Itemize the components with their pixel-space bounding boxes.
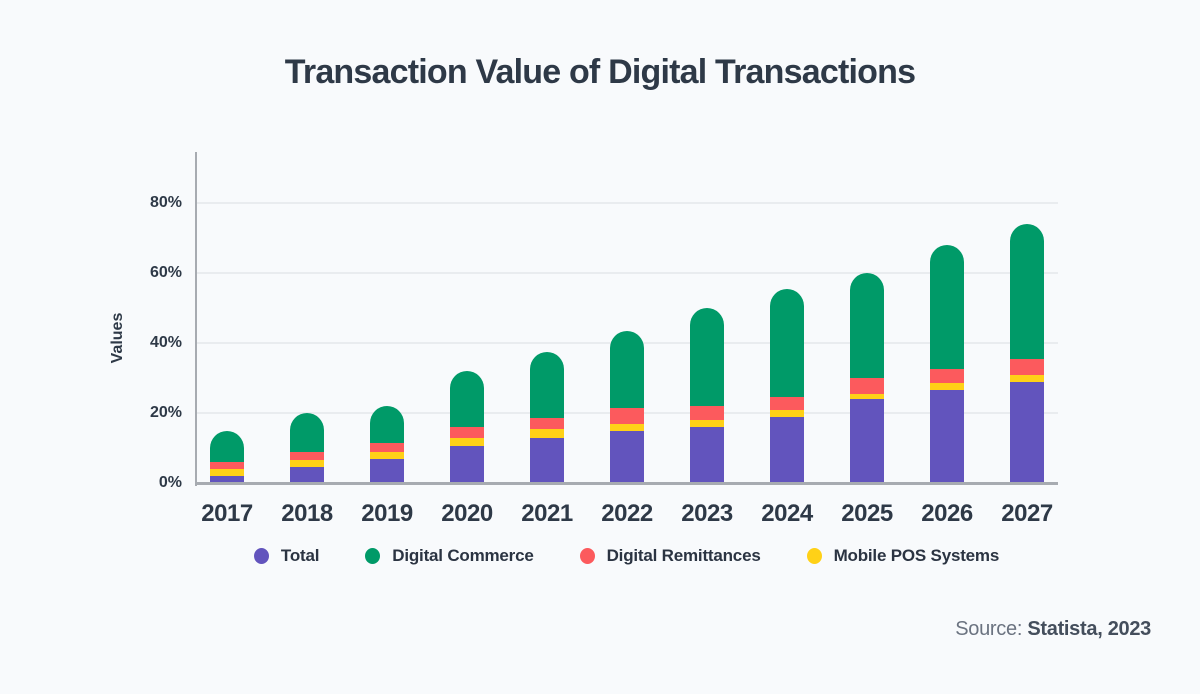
segment-digital-commerce: [210, 430, 244, 462]
segment-mobile-pos-systems: [530, 428, 564, 438]
legend-dot-total: [253, 548, 269, 564]
segment-mobile-pos-systems: [690, 420, 724, 427]
segment-total: [850, 399, 884, 483]
segment-digital-remittances: [930, 369, 964, 384]
x-label-2020: 2020: [441, 500, 493, 527]
x-axis-line: [195, 482, 1058, 485]
segment-total: [930, 390, 964, 483]
segment-mobile-pos-systems: [290, 460, 324, 468]
gridline-60: [195, 272, 1058, 274]
segment-digital-commerce: [1010, 224, 1044, 359]
legend-item-digital-commerce: Digital Commerce: [365, 546, 534, 566]
segment-total: [770, 416, 804, 483]
x-label-2021: 2021: [521, 500, 573, 527]
segment-digital-remittances: [370, 442, 404, 452]
segment-digital-commerce: [850, 273, 884, 378]
segment-mobile-pos-systems: [770, 409, 804, 417]
y-axis-title: Values: [109, 312, 126, 364]
segment-digital-remittances: [770, 397, 804, 410]
segment-digital-commerce: [450, 371, 484, 427]
y-tick-40: 40%: [149, 334, 182, 351]
bar-2026: [930, 245, 964, 483]
segment-digital-remittances: [690, 406, 724, 420]
legend-label-digital-remittances: Digital Remittances: [606, 546, 761, 565]
segment-mobile-pos-systems: [1010, 374, 1044, 382]
segment-total: [450, 446, 484, 483]
legend-item-total: Total: [253, 546, 320, 566]
x-label-2027: 2027: [1001, 500, 1053, 527]
segment-digital-commerce: [690, 308, 724, 406]
bar-2021: [530, 351, 564, 483]
source-value: Statista, 2023: [1027, 618, 1151, 640]
segment-digital-remittances: [1010, 358, 1044, 375]
y-tick-60: 60%: [149, 264, 182, 281]
segment-digital-remittances: [530, 418, 564, 429]
source-note: Source: Statista, 2023: [955, 618, 1151, 641]
bar-2020: [450, 371, 484, 483]
legend-dot-digital-commerce: [365, 548, 381, 564]
legend-dot-mobile-pos-systems: [806, 548, 822, 564]
bar-2018: [290, 413, 324, 483]
x-label-2022: 2022: [601, 500, 653, 527]
bar-2019: [370, 406, 404, 483]
x-label-2025: 2025: [841, 500, 893, 527]
gridline-80: [195, 202, 1058, 204]
segment-mobile-pos-systems: [210, 469, 244, 476]
segment-total: [690, 427, 724, 483]
x-label-2026: 2026: [921, 500, 973, 527]
segment-mobile-pos-systems: [930, 383, 964, 391]
x-label-2023: 2023: [681, 500, 733, 527]
legend-label-mobile-pos-systems: Mobile POS Systems: [833, 546, 1000, 565]
segment-total: [210, 476, 244, 483]
x-label-2017: 2017: [201, 500, 253, 527]
segment-digital-commerce: [370, 406, 404, 443]
x-label-2024: 2024: [761, 500, 813, 527]
segment-digital-remittances: [850, 378, 884, 394]
segment-total: [370, 458, 404, 483]
x-label-2019: 2019: [361, 500, 413, 527]
segment-total: [530, 437, 564, 483]
legend-label-total: Total: [280, 546, 320, 565]
segment-total: [290, 467, 324, 483]
segment-digital-commerce: [290, 413, 324, 452]
bar-2024: [770, 288, 804, 483]
legend-dot-digital-remittances: [579, 548, 595, 564]
segment-mobile-pos-systems: [450, 437, 484, 447]
y-tick-0: 0%: [158, 474, 182, 491]
segment-digital-remittances: [610, 407, 644, 424]
segment-mobile-pos-systems: [370, 451, 404, 459]
plot-area: 0% 20% 40% 60% 80% 2017 2018 2019 2020 2021 2022 20…: [150, 152, 1058, 527]
bar-2017: [210, 430, 244, 483]
segment-digital-commerce: [530, 351, 564, 419]
bar-2025: [850, 273, 884, 483]
segment-mobile-pos-systems: [610, 423, 644, 431]
y-tick-80: 80%: [149, 194, 182, 211]
legend: Total Digital Commerce Digital Remittances…: [195, 546, 1058, 566]
legend-item-mobile-pos-systems: Mobile POS Systems: [806, 546, 1000, 566]
bar-2022: [610, 330, 644, 483]
y-axis-line: [195, 152, 197, 486]
segment-digital-remittances: [290, 451, 324, 461]
segment-mobile-pos-systems: [850, 393, 884, 399]
segment-digital-commerce: [770, 288, 804, 398]
source-label: Source:: [955, 618, 1028, 640]
y-tick-20: 20%: [149, 404, 182, 421]
segment-digital-remittances: [450, 427, 484, 438]
legend-label-digital-commerce: Digital Commerce: [392, 546, 534, 565]
segment-total: [1010, 381, 1044, 483]
segment-digital-commerce: [610, 330, 644, 408]
x-label-2018: 2018: [281, 500, 333, 527]
chart-title: Transaction Value of Digital Transaction…: [284, 53, 916, 91]
segment-total: [610, 430, 644, 483]
segment-digital-remittances: [210, 462, 244, 469]
bar-2027: [1010, 224, 1044, 483]
segment-digital-commerce: [930, 245, 964, 370]
legend-item-digital-remittances: Digital Remittances: [579, 546, 761, 566]
bar-2023: [690, 308, 724, 483]
